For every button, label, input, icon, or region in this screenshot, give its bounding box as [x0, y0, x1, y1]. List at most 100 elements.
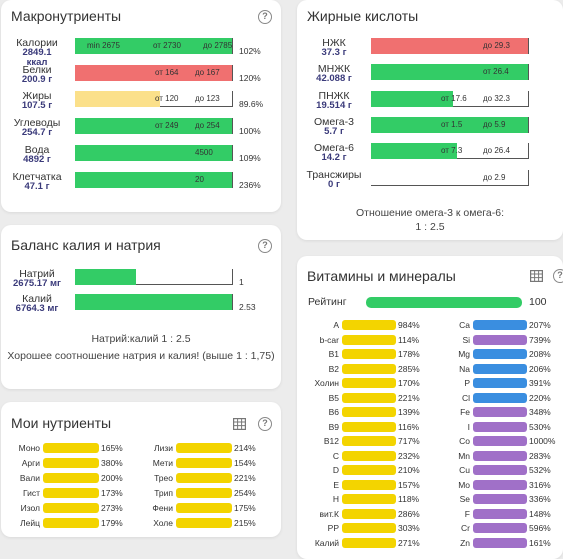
item-name: B2 — [328, 363, 339, 374]
item-bar — [342, 508, 396, 519]
grid-item: D 210% — [333, 464, 436, 476]
percent-value: 1 — [239, 277, 244, 287]
nutrient-name: Калий — [22, 293, 52, 305]
vitamins-minerals-title: Витамины и минералы — [307, 268, 456, 284]
grid-item: Mn 283% — [458, 450, 563, 462]
grid-item: B9 116% — [329, 421, 436, 433]
item-bar — [473, 320, 527, 330]
item-percent: 273% — [101, 503, 123, 513]
help-icon[interactable]: ? — [258, 417, 272, 431]
item-name: E — [333, 479, 339, 490]
potassium-sodium-title: Баланс калия и натрия — [11, 237, 161, 253]
item-name: Co — [459, 436, 470, 446]
grid-item: Zn 161% — [460, 537, 563, 549]
item-percent: 271% — [398, 537, 420, 548]
bar-label: Калий 6764.3 мг — [5, 294, 69, 314]
my-nutrients-title: Мои нутриенты — [11, 415, 112, 431]
balance-note: Хорошее соотношение натрия и калия! (выш… — [7, 350, 275, 362]
bar-threshold-text: от 26.4 — [483, 67, 509, 77]
item-name: Se — [459, 494, 470, 504]
item-bar — [342, 363, 396, 374]
bar-threshold-text: 4500 — [195, 147, 213, 157]
bar-fill — [371, 116, 528, 133]
item-bar — [473, 349, 527, 359]
item-percent: 348% — [529, 407, 551, 417]
item-percent: 739% — [529, 334, 551, 345]
percent-value: 109% — [239, 152, 261, 163]
item-bar — [176, 518, 232, 528]
help-icon[interactable]: ? — [553, 269, 563, 283]
percent-value: 2.53 — [239, 302, 256, 312]
item-name: вит.К — [319, 508, 339, 519]
grid-item: E 157% — [333, 479, 436, 491]
bar-threshold-text: до 2785 — [203, 41, 233, 50]
bar-threshold-text: 20 — [195, 174, 204, 184]
bar-label: Клетчатка 47.1 г — [5, 171, 69, 192]
macronutrients-title: Макронутриенты — [11, 8, 122, 24]
grid-item: B2 285% — [329, 363, 436, 375]
item-bar — [342, 421, 396, 432]
item-name: P — [464, 378, 470, 388]
item-name: Холин — [314, 378, 339, 388]
bar-fill — [371, 143, 458, 160]
bar-track: до 2.9 — [371, 169, 529, 186]
bar-track — [75, 269, 233, 285]
grid-item: Лизи 214% — [154, 442, 272, 454]
item-bar — [473, 450, 527, 461]
table-icon[interactable] — [530, 270, 543, 282]
bar-track: от 17.6 до 32.3 — [371, 90, 529, 107]
omega-ratio-label: Отношение омега-3 к омега-6: — [356, 207, 504, 219]
grid-item: Cl 220% — [462, 392, 563, 404]
item-bar — [473, 392, 527, 403]
item-name: B1 — [328, 349, 339, 359]
item-bar — [342, 494, 396, 504]
fatty-acids-card: Жирные кислоты НЖК 37.3 г до 29.3 МНЖК 42.08… — [297, 0, 563, 240]
item-bar — [473, 436, 527, 446]
vitamins-minerals-card: Витамины и минералы ? Рейтинг 100 A 984% b… — [297, 256, 563, 559]
nutrient-name: Трансжиры — [306, 168, 362, 181]
nutrient-value: 200.9 г — [21, 73, 53, 85]
grid-item: Mo 316% — [458, 479, 563, 491]
item-name: Фени — [152, 503, 173, 513]
bar-threshold-text: от 7.3 — [441, 146, 463, 156]
bar-threshold-text: от 249 — [155, 121, 179, 131]
grid-item: Co 1000% — [459, 435, 563, 447]
bar-threshold-text: до 32.3 — [483, 93, 510, 103]
item-percent: 148% — [529, 508, 551, 519]
item-bar — [43, 488, 99, 498]
item-name: Ca — [459, 320, 470, 330]
bar-label: Углеводы 254.7 г — [5, 118, 69, 138]
rating-bar — [366, 297, 522, 308]
table-icon[interactable] — [233, 418, 246, 430]
bar-label: Трансжиры 0 г — [303, 168, 365, 190]
item-bar — [176, 458, 232, 468]
help-icon[interactable]: ? — [258, 239, 272, 253]
grid-item: Холе 215% — [153, 517, 272, 529]
bar-fill — [75, 144, 232, 161]
item-percent: 717% — [398, 436, 420, 446]
help-icon[interactable]: ? — [258, 10, 272, 24]
item-name: H — [332, 494, 339, 504]
grid-item: B1 178% — [329, 348, 436, 360]
item-percent: 532% — [529, 465, 551, 475]
percent-value: 120% — [239, 72, 261, 83]
item-name: Na — [459, 363, 470, 374]
item-bar — [43, 443, 99, 453]
item-name: Мети — [152, 458, 173, 468]
nutrient-name: Натрий — [19, 268, 55, 280]
item-bar — [342, 537, 396, 548]
item-percent: 178% — [398, 349, 420, 359]
item-name: Арги — [21, 458, 40, 468]
item-name: Калий — [314, 537, 339, 548]
bar-label: НЖК 37.3 г — [303, 38, 365, 58]
item-bar — [43, 458, 99, 468]
bar-row: Белки 200.9 г от 164 до 167 120% — [1, 63, 281, 89]
bar-row: Трансжиры 0 г до 2.9 — [297, 168, 563, 194]
bar-label: Омега-3 5.7 г — [303, 117, 365, 137]
macronutrients-card: Макронутриенты ? Калории 2849.1 ккал min 26… — [1, 0, 281, 212]
grid-item: Мети 154% — [153, 457, 272, 469]
grid-item: Se 336% — [460, 493, 563, 505]
item-percent: 221% — [398, 392, 420, 403]
item-bar — [342, 320, 396, 330]
bar-track: от 1.5 до 5.9 — [371, 116, 529, 133]
